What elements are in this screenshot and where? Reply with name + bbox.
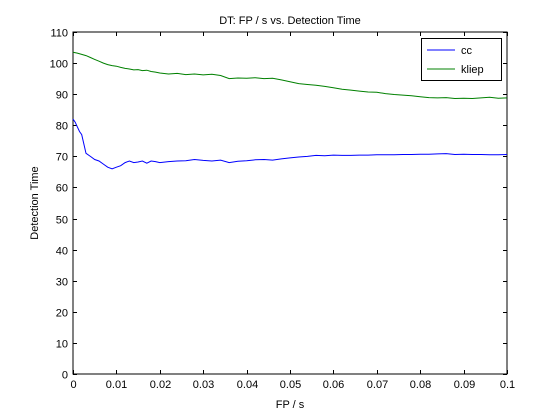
x-tick-label: 0.04 (237, 379, 258, 391)
x-tick-label: 0 (70, 379, 76, 391)
y-tick-label: 50 (56, 215, 68, 227)
legend-label-kliep: kliep (461, 64, 484, 76)
y-tick-label: 70 (56, 152, 68, 164)
x-tick-label: 0.06 (323, 379, 344, 391)
x-tick-label: 0.07 (367, 379, 388, 391)
y-tick-label: 40 (56, 246, 68, 258)
y-tick-label: 100 (50, 59, 68, 71)
x-axis-label: FP / s (276, 399, 305, 411)
legend: cc kliep (421, 38, 502, 81)
y-tick-label: 20 (56, 308, 68, 320)
y-axis-label: Detection Time (29, 166, 41, 239)
x-tick-label: 0.05 (280, 379, 301, 391)
x-tick-label: 0.02 (150, 379, 171, 391)
legend-label-cc: cc (461, 45, 473, 57)
axes-box (72, 31, 508, 375)
x-tick-label: 0.01 (106, 379, 127, 391)
plot-area: 0 0.01 0.02 0.03 0.04 0.05 0.06 0.07 0.08 0.09 0.1… (50, 28, 516, 392)
x-tick-label: 0.1 (500, 379, 515, 391)
y-tick-label: 80 (56, 121, 68, 133)
series-line-kliep (72, 51, 508, 100)
y-tick-label: 60 (56, 183, 68, 195)
y-tick-label: 110 (50, 28, 68, 40)
series-line-cc (72, 118, 508, 170)
x-tick-label: 0.09 (454, 379, 475, 391)
y-tick-label: 10 (56, 339, 68, 351)
legend-box (421, 38, 502, 81)
y-tick-label: 30 (56, 277, 68, 289)
x-tick-label: 0.03 (193, 379, 214, 391)
y-tick-label: 0 (62, 370, 68, 382)
chart-title: DT: FP / s vs. Detection Time (219, 15, 361, 27)
x-tick-label: 0.08 (410, 379, 431, 391)
y-tick-label: 90 (56, 90, 68, 102)
